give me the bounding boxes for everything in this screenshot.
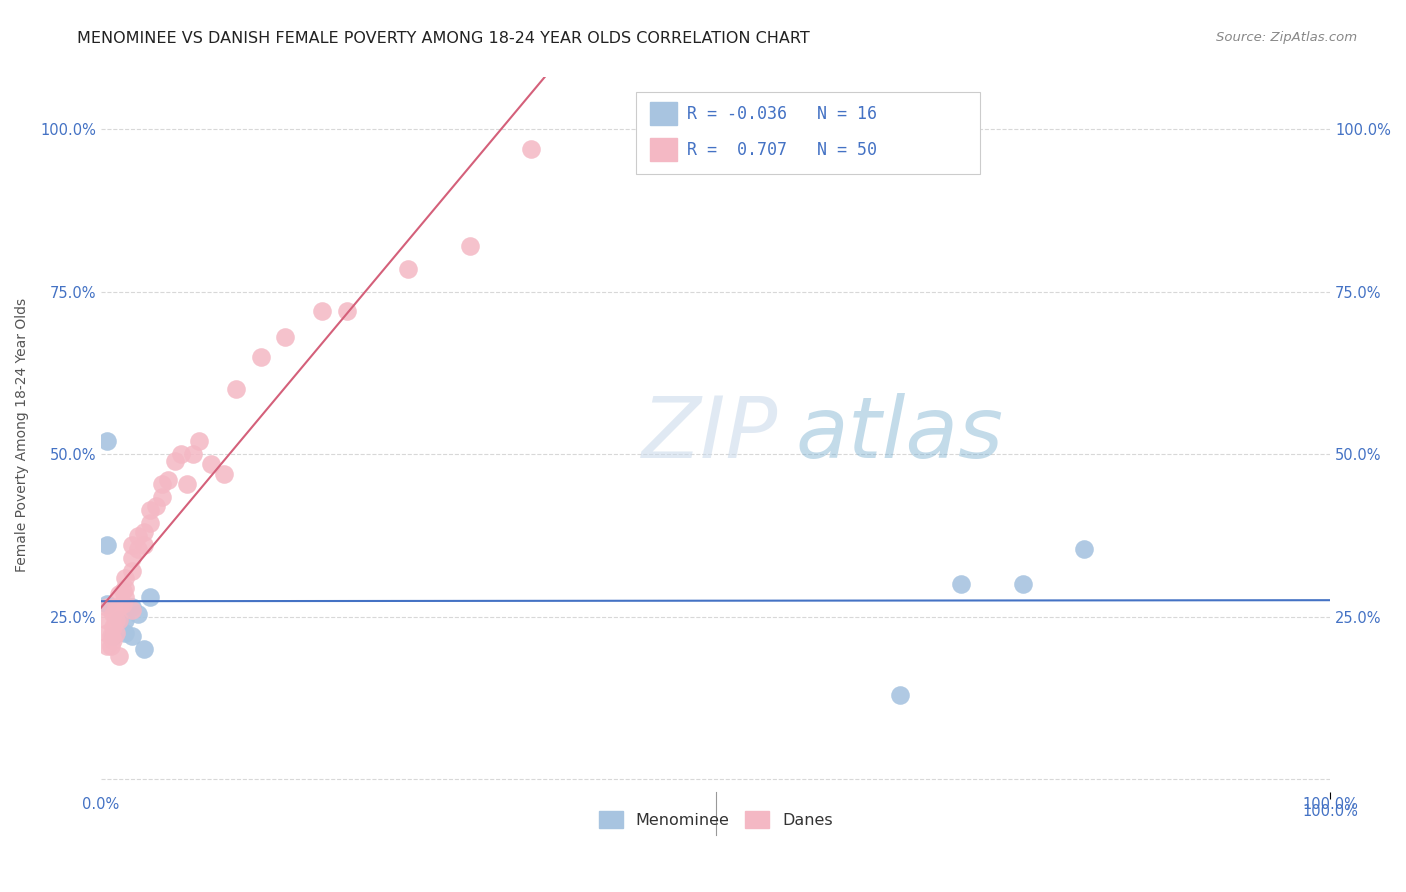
Point [311,304,333,318]
Point [139,516,162,530]
Point [212,467,235,481]
Point [104,626,127,640]
Point [249,350,271,364]
Point [181,447,204,461]
Point [121,551,143,566]
Point [121,600,143,615]
Y-axis label: Female Poverty Among 18-24 Year Olds: Female Poverty Among 18-24 Year Olds [15,298,30,572]
Point [96,597,118,611]
Point [101,607,124,621]
Point [170,447,193,461]
Point [96,600,118,615]
Point [101,619,124,633]
Point [396,262,419,277]
Text: ZIP: ZIP [641,393,778,476]
Point [127,607,149,621]
Point [114,626,136,640]
Point [188,434,211,449]
Point [121,603,143,617]
Point [108,648,131,663]
Point [96,434,118,449]
Point [96,626,118,640]
Point [139,502,162,516]
Point [225,383,247,397]
Point [111,583,134,598]
Text: R = -0.036   N = 16: R = -0.036 N = 16 [688,105,877,123]
Point [111,597,134,611]
Point [104,600,127,615]
Point [101,629,124,643]
Point [108,613,131,627]
Point [132,525,155,540]
Point [101,632,124,647]
Text: Source: ZipAtlas.com: Source: ZipAtlas.com [1216,31,1357,45]
Point [139,591,162,605]
Point [150,490,173,504]
Bar [651,103,678,126]
Text: R =  0.707   N = 50: R = 0.707 N = 50 [688,141,877,159]
Point [145,500,167,514]
Point [121,538,143,552]
Text: atlas: atlas [796,393,1004,476]
Point [1012,577,1035,591]
Point [157,474,180,488]
Point [132,538,155,552]
Point [889,688,911,702]
Point [274,330,297,344]
Bar [651,138,678,161]
Point [114,571,136,585]
Point [336,304,359,318]
FancyBboxPatch shape [636,92,980,174]
Point [127,528,149,542]
Point [96,613,118,627]
Point [100,639,122,653]
Point [163,454,186,468]
Point [176,476,198,491]
Point [121,565,143,579]
Text: MENOMINEE VS DANISH FEMALE POVERTY AMONG 18-24 YEAR OLDS CORRELATION CHART: MENOMINEE VS DANISH FEMALE POVERTY AMONG… [77,31,810,46]
Point [200,457,222,471]
Point [114,581,136,595]
Point [1073,541,1095,556]
Point [96,639,118,653]
Point [100,629,122,643]
Point [520,142,543,156]
Legend: Menominee, Danes: Menominee, Danes [592,805,839,834]
Point [121,629,143,643]
Point [114,591,136,605]
Point [108,613,131,627]
Point [108,600,131,615]
Point [132,642,155,657]
Point [114,613,136,627]
Point [950,577,973,591]
Point [108,587,131,601]
Point [96,538,118,552]
Point [458,239,481,253]
Point [127,541,149,556]
Point [150,476,173,491]
Point [104,613,127,627]
